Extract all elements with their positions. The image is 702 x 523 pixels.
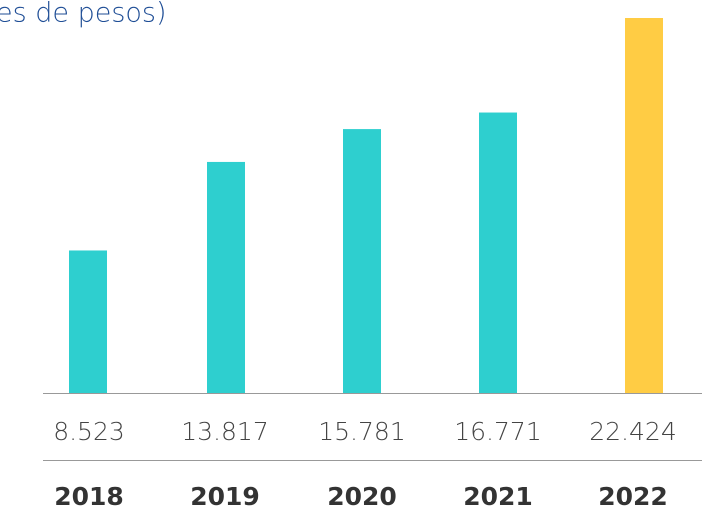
value-label: 8.523 xyxy=(53,417,125,446)
chart-title: es de pesos) xyxy=(0,0,167,29)
value-label: 22.424 xyxy=(589,417,676,446)
x-tick-label: 2021 xyxy=(463,482,533,511)
x-tick-label: 2020 xyxy=(327,482,397,511)
value-label: 16.771 xyxy=(454,417,541,446)
bar xyxy=(207,161,245,393)
value-label: 15.781 xyxy=(318,417,405,446)
x-tick-label: 2022 xyxy=(598,482,668,511)
x-tick-label: 2018 xyxy=(54,482,124,511)
bar xyxy=(343,129,381,393)
value-label: 13.817 xyxy=(181,417,268,446)
bar xyxy=(69,250,107,393)
bar xyxy=(625,18,663,393)
bar xyxy=(479,112,517,394)
x-tick-label: 2019 xyxy=(190,482,260,511)
